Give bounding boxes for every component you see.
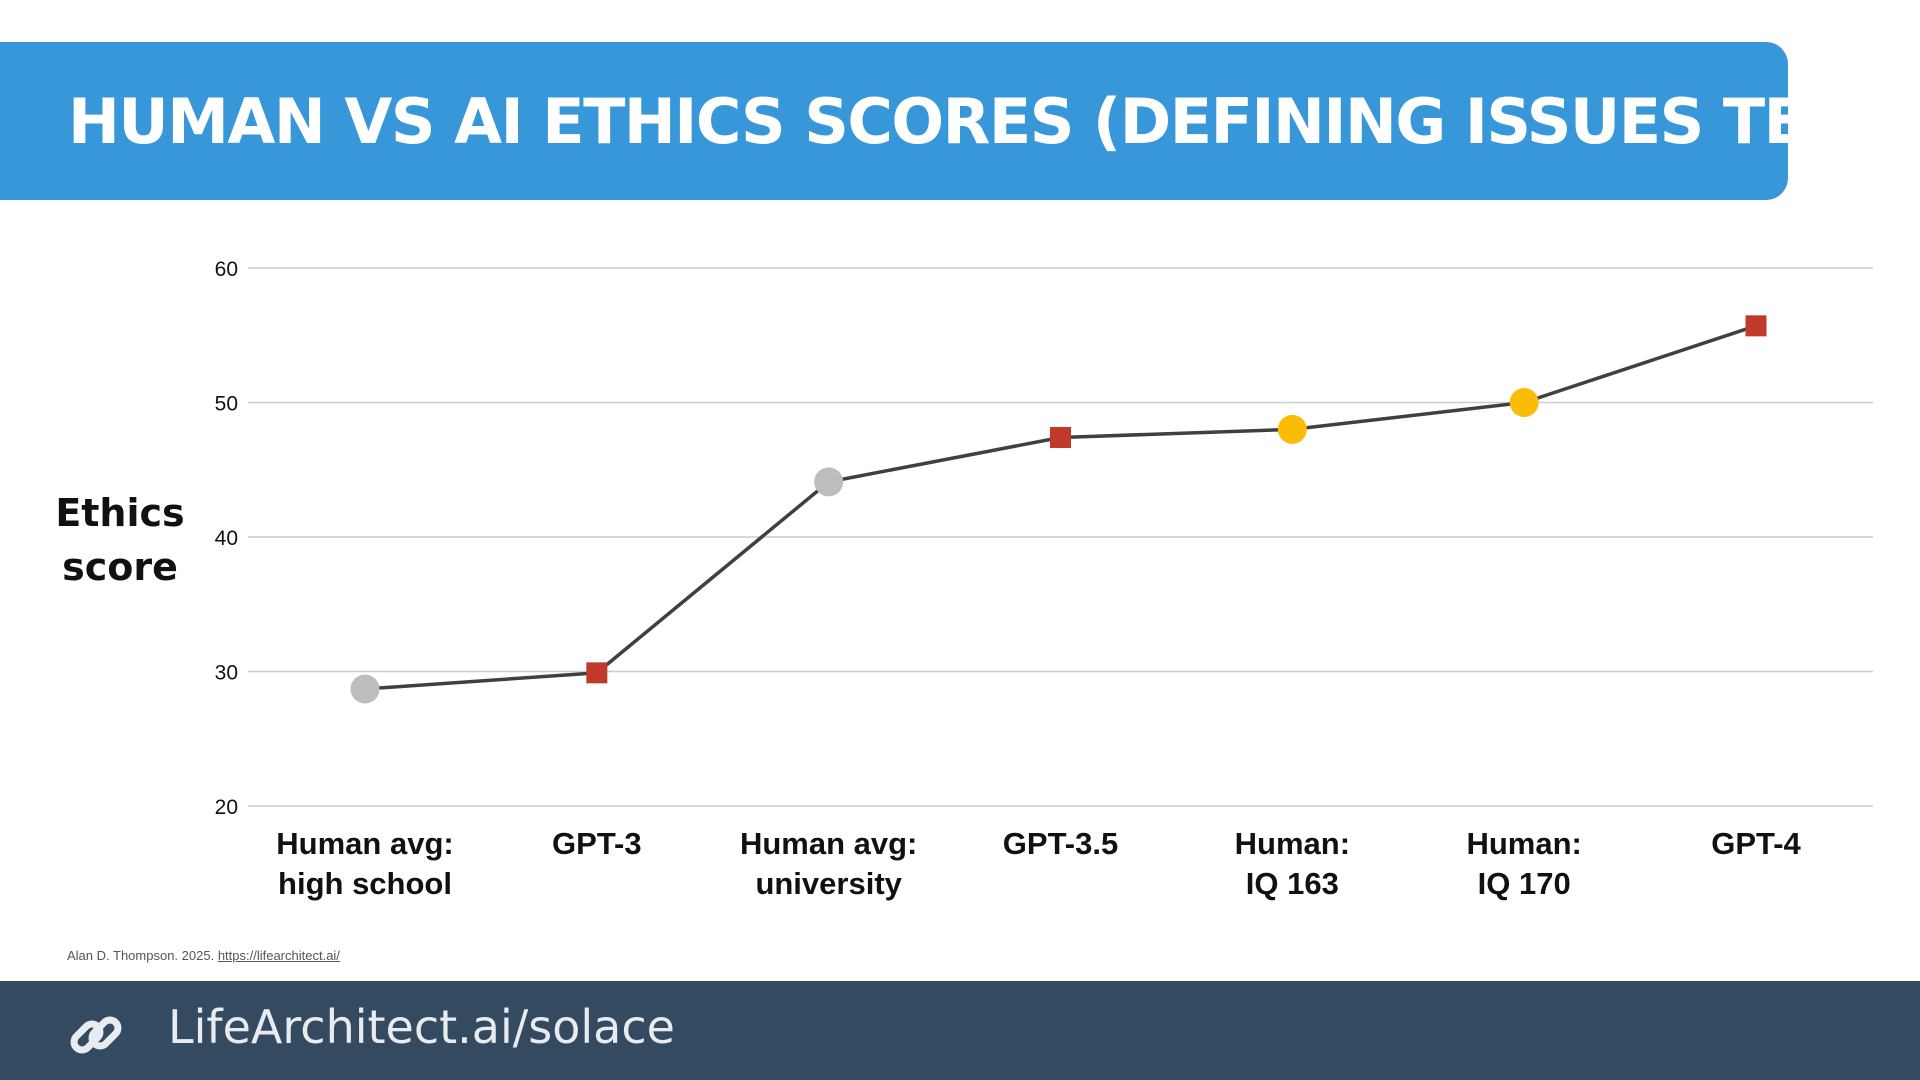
y-tick-label-50: 50 xyxy=(215,393,238,416)
y-tick-label-40: 40 xyxy=(215,527,238,550)
source-credit: Alan D. Thompson. 2025. https://lifearch… xyxy=(67,948,340,963)
x-tick-label-human-iq-170-1: Human: xyxy=(1466,826,1581,861)
x-tick-label-human-iq-163-1: Human: xyxy=(1235,826,1350,861)
data-point-human-iq-163 xyxy=(1277,414,1307,444)
x-tick-label-human-avg-high-school-1: Human avg: xyxy=(276,826,453,861)
x-tick-label-human-iq-170-2: IQ 170 xyxy=(1478,866,1571,901)
data-point-gpt-3 xyxy=(586,662,608,684)
title-banner: HUMAN VS AI ETHICS SCORES (DEFINING ISSU… xyxy=(0,42,1917,200)
x-tick-label-gpt-3-1: GPT-3 xyxy=(552,826,642,861)
data-point-gpt-4 xyxy=(1745,315,1767,337)
y-axis-title: Ethics score xyxy=(40,486,200,594)
x-tick-label-gpt-3-5-1: GPT-3.5 xyxy=(1003,826,1118,861)
footer-url[interactable]: LifeArchitect.ai/solace xyxy=(168,1000,675,1054)
x-tick-label-human-avg-university-2: university xyxy=(755,866,902,901)
y-tick-label-30: 30 xyxy=(215,662,238,685)
link-icon xyxy=(70,1016,122,1054)
y-tick-label-20: 20 xyxy=(215,796,238,819)
x-tick-label-human-avg-university-1: Human avg: xyxy=(740,826,917,861)
credit-link[interactable]: https://lifearchitect.ai/ xyxy=(217,948,340,963)
data-point-human-avg-high-school xyxy=(350,674,380,704)
y-axis-title-line-1: Ethics xyxy=(55,491,185,535)
series-line xyxy=(364,324,1757,691)
data-point-human-avg-university xyxy=(814,467,844,497)
footer-bar: LifeArchitect.ai/solace xyxy=(0,981,1920,1080)
data-point-gpt-3-5 xyxy=(1050,426,1071,448)
page-title: HUMAN VS AI ETHICS SCORES (DEFINING ISSU… xyxy=(68,84,1917,158)
x-tick-label-human-avg-high-school-2: high school xyxy=(278,866,452,901)
credit-text: Alan D. Thompson. 2025. xyxy=(67,948,215,963)
data-point-human-iq-170 xyxy=(1509,388,1539,417)
y-tick-label-60: 60 xyxy=(215,258,238,281)
x-tick-label-gpt-4-1: GPT-4 xyxy=(1711,826,1801,861)
ethics-line-chart: 20 30 40 50 60 Human avg: high school GPT-3 Huma… xyxy=(215,258,1873,901)
y-axis-title-line-2: score xyxy=(62,545,178,589)
x-tick-label-human-iq-163-2: IQ 163 xyxy=(1246,866,1339,901)
